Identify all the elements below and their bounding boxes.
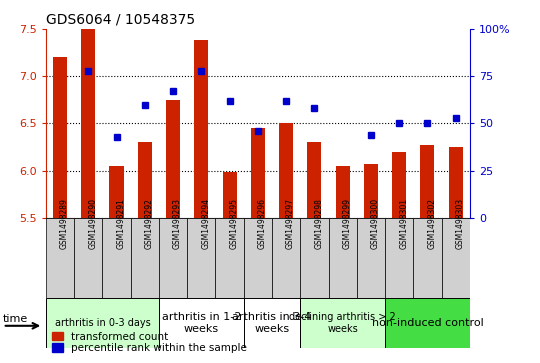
FancyBboxPatch shape bbox=[244, 218, 272, 298]
Text: time: time bbox=[3, 314, 28, 325]
FancyBboxPatch shape bbox=[442, 218, 470, 298]
Text: GSM1498299: GSM1498299 bbox=[343, 198, 352, 249]
Bar bbox=[166, 100, 180, 218]
Text: GSM1498291: GSM1498291 bbox=[117, 198, 125, 249]
FancyBboxPatch shape bbox=[159, 298, 244, 348]
FancyBboxPatch shape bbox=[215, 218, 244, 298]
Bar bbox=[449, 147, 463, 218]
Text: GSM1498295: GSM1498295 bbox=[230, 198, 239, 249]
Text: GSM1498298: GSM1498298 bbox=[314, 198, 323, 249]
FancyBboxPatch shape bbox=[385, 298, 470, 348]
Text: arthritis in 1-2
weeks: arthritis in 1-2 weeks bbox=[161, 312, 241, 334]
FancyBboxPatch shape bbox=[103, 218, 131, 298]
Bar bbox=[251, 128, 265, 218]
Bar bbox=[110, 166, 124, 218]
FancyBboxPatch shape bbox=[244, 298, 300, 348]
Text: arthritis in 0-3 days: arthritis in 0-3 days bbox=[55, 318, 150, 328]
Text: GSM1498290: GSM1498290 bbox=[88, 198, 97, 249]
FancyBboxPatch shape bbox=[357, 218, 385, 298]
FancyBboxPatch shape bbox=[413, 218, 442, 298]
Bar bbox=[364, 164, 378, 218]
Bar bbox=[53, 57, 67, 218]
FancyBboxPatch shape bbox=[187, 218, 215, 298]
FancyBboxPatch shape bbox=[300, 298, 385, 348]
Text: non-induced control: non-induced control bbox=[372, 318, 483, 328]
Text: GDS6064 / 10548375: GDS6064 / 10548375 bbox=[46, 12, 195, 26]
Text: GSM1498301: GSM1498301 bbox=[399, 198, 408, 249]
FancyBboxPatch shape bbox=[74, 218, 103, 298]
FancyBboxPatch shape bbox=[300, 218, 328, 298]
Text: GSM1498297: GSM1498297 bbox=[286, 198, 295, 249]
Text: GSM1498303: GSM1498303 bbox=[456, 198, 464, 249]
FancyBboxPatch shape bbox=[385, 218, 413, 298]
Text: GSM1498302: GSM1498302 bbox=[428, 198, 436, 249]
FancyBboxPatch shape bbox=[328, 218, 357, 298]
Bar bbox=[81, 29, 96, 218]
FancyBboxPatch shape bbox=[272, 218, 300, 298]
Bar bbox=[420, 145, 435, 218]
Text: GSM1498293: GSM1498293 bbox=[173, 198, 182, 249]
Bar bbox=[194, 40, 208, 218]
FancyBboxPatch shape bbox=[159, 218, 187, 298]
Text: GSM1498289: GSM1498289 bbox=[60, 198, 69, 249]
Text: arthritis in 3-4
weeks: arthritis in 3-4 weeks bbox=[232, 312, 312, 334]
Bar bbox=[138, 142, 152, 218]
Bar bbox=[222, 172, 237, 218]
Text: GSM1498294: GSM1498294 bbox=[201, 198, 211, 249]
Bar bbox=[335, 166, 350, 218]
Bar bbox=[279, 123, 293, 218]
FancyBboxPatch shape bbox=[131, 218, 159, 298]
Text: GSM1498292: GSM1498292 bbox=[145, 198, 154, 249]
Text: GSM1498300: GSM1498300 bbox=[371, 198, 380, 249]
Text: declining arthritis > 2
weeks: declining arthritis > 2 weeks bbox=[289, 312, 396, 334]
Text: GSM1498296: GSM1498296 bbox=[258, 198, 267, 249]
FancyBboxPatch shape bbox=[46, 218, 74, 298]
Legend: transformed count, percentile rank within the sample: transformed count, percentile rank withi… bbox=[51, 331, 248, 354]
Bar bbox=[307, 142, 321, 218]
Bar bbox=[392, 152, 406, 218]
FancyBboxPatch shape bbox=[46, 298, 159, 348]
